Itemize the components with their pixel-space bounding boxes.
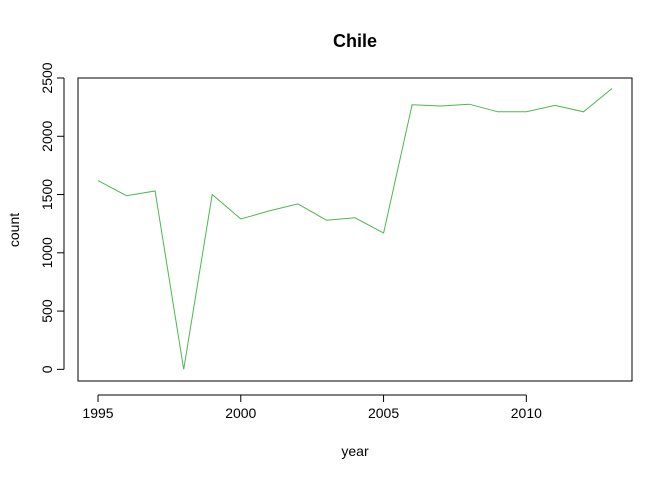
series-group <box>97 88 613 370</box>
y-tick-label: 0 <box>39 365 55 373</box>
y-tick-label: 2000 <box>39 120 55 151</box>
chart-title: Chile <box>333 31 377 51</box>
x-axis: 1995 2000 2005 2010 <box>82 394 542 421</box>
series-line <box>97 88 613 370</box>
x-tick-label: 2000 <box>225 405 256 421</box>
y-tick-label: 1500 <box>39 179 55 210</box>
y-tick-label: 1000 <box>39 237 55 268</box>
x-axis-label: year <box>341 443 369 459</box>
y-tick-label: 500 <box>39 299 55 323</box>
y-axis: 0 500 1000 1500 2000 2500 <box>39 62 65 373</box>
plot-frame <box>77 77 633 382</box>
x-tick-label: 1995 <box>82 405 113 421</box>
y-tick-label: 2500 <box>39 62 55 93</box>
x-tick-label: 2010 <box>511 405 542 421</box>
x-tick-label: 2005 <box>368 405 399 421</box>
y-axis-label: count <box>6 213 22 247</box>
